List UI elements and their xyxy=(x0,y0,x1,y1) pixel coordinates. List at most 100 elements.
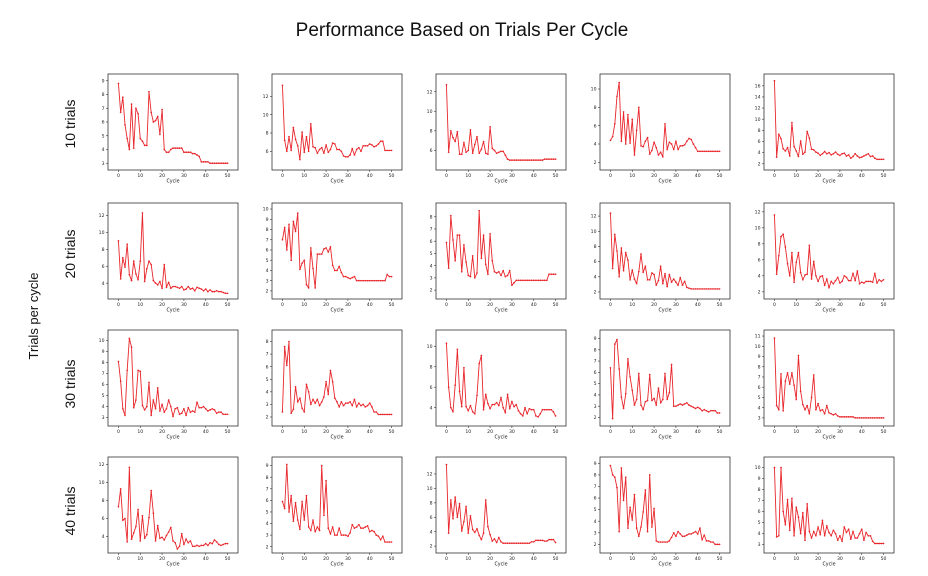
data-point xyxy=(821,152,824,155)
x-tick-label: 30 xyxy=(673,302,679,308)
x-tick-label: 20 xyxy=(651,302,657,308)
data-point xyxy=(613,122,616,125)
y-tick-label: 3 xyxy=(430,275,433,281)
data-point xyxy=(331,526,334,528)
data-point xyxy=(484,393,487,396)
data-point xyxy=(648,474,651,476)
data-point xyxy=(169,405,172,408)
data-point xyxy=(797,516,800,518)
data-point xyxy=(701,538,703,541)
data-point xyxy=(773,466,776,469)
data-point xyxy=(463,520,465,523)
x-tick-label: 50 xyxy=(881,429,887,435)
data-point xyxy=(836,539,839,542)
data-point xyxy=(211,542,214,545)
x-tick-label: 50 xyxy=(717,173,723,179)
data-point xyxy=(707,411,710,413)
y-tick-label: 6 xyxy=(102,382,105,388)
data-point xyxy=(220,290,222,293)
data-point xyxy=(375,279,378,282)
data-point xyxy=(517,159,520,161)
subplot-3-1: 0 10 20 30 40 50 3 4 5 6 7 8 9 10 Cycle xyxy=(99,329,239,441)
data-point xyxy=(550,158,553,161)
data-point xyxy=(473,412,476,415)
y-tick-label: 10 xyxy=(427,486,433,492)
data-point xyxy=(685,286,688,289)
x-tick-label: 20 xyxy=(323,173,329,179)
data-point xyxy=(366,144,369,147)
data-point xyxy=(629,278,631,281)
data-point xyxy=(812,149,815,151)
data-point xyxy=(508,159,511,161)
x-tick-label: 0 xyxy=(117,429,120,435)
data-point xyxy=(668,273,671,276)
x-tick-label: 0 xyxy=(117,173,120,179)
x-tick-label: 40 xyxy=(531,429,537,435)
data-point xyxy=(172,147,174,149)
subplot-frame xyxy=(435,456,567,554)
data-point xyxy=(545,158,548,161)
data-point xyxy=(823,534,826,537)
data-point xyxy=(699,288,701,290)
x-tick-label: 20 xyxy=(159,302,165,308)
data-point xyxy=(539,159,542,161)
y-tick-label: 12 xyxy=(591,214,597,220)
data-point xyxy=(815,408,817,411)
data-point xyxy=(530,279,533,282)
data-point xyxy=(121,407,124,410)
data-point xyxy=(672,278,675,280)
data-point xyxy=(863,417,865,419)
x-tick-label: 10 xyxy=(301,173,307,179)
y-tick-label: 8 xyxy=(102,92,105,98)
data-point xyxy=(355,148,358,151)
data-point xyxy=(495,541,498,544)
data-point xyxy=(316,526,319,528)
data-point xyxy=(497,536,500,539)
data-point xyxy=(360,527,362,530)
x-tick-label: 10 xyxy=(137,556,143,562)
data-point xyxy=(204,288,207,290)
data-point xyxy=(185,538,187,540)
data-point xyxy=(305,383,308,386)
subplot-1-4: 0 10 20 30 40 50 2 4 6 8 10 Cycle xyxy=(591,73,731,185)
data-point xyxy=(381,140,384,143)
y-tick-label: 10 xyxy=(99,230,105,236)
data-point xyxy=(815,534,817,537)
data-point xyxy=(644,400,647,403)
data-point xyxy=(460,153,463,156)
data-point xyxy=(145,533,148,536)
data-point xyxy=(449,214,452,217)
data-point xyxy=(207,161,209,163)
data-point xyxy=(347,535,349,538)
data-point xyxy=(167,531,170,533)
data-point xyxy=(320,253,323,255)
data-point xyxy=(830,280,833,283)
data-point xyxy=(163,148,166,151)
x-tick-label: 50 xyxy=(717,556,723,562)
x-tick-label: 50 xyxy=(881,556,887,562)
y-tick-label: 4 xyxy=(594,519,597,525)
data-point xyxy=(666,285,669,288)
data-point xyxy=(294,230,297,233)
data-point xyxy=(545,279,548,282)
data-point xyxy=(187,541,190,544)
data-point xyxy=(694,146,697,149)
data-point xyxy=(631,269,634,271)
data-point xyxy=(528,407,531,410)
data-point xyxy=(222,543,225,546)
data-point xyxy=(871,155,874,157)
x-axis-label: Cycle xyxy=(658,308,671,314)
data-point xyxy=(830,534,833,537)
data-point xyxy=(609,367,612,369)
data-point xyxy=(390,149,393,152)
data-point xyxy=(445,342,448,345)
x-tick-label: 50 xyxy=(225,429,231,435)
y-tick-label: 9 xyxy=(266,463,269,469)
x-tick-label: 20 xyxy=(651,173,657,179)
data-point xyxy=(642,511,645,513)
data-point xyxy=(640,404,642,406)
data-point xyxy=(283,226,286,229)
y-tick-label: 10 xyxy=(591,87,597,93)
data-point xyxy=(832,152,835,155)
y-tick-label: 4 xyxy=(758,531,761,537)
